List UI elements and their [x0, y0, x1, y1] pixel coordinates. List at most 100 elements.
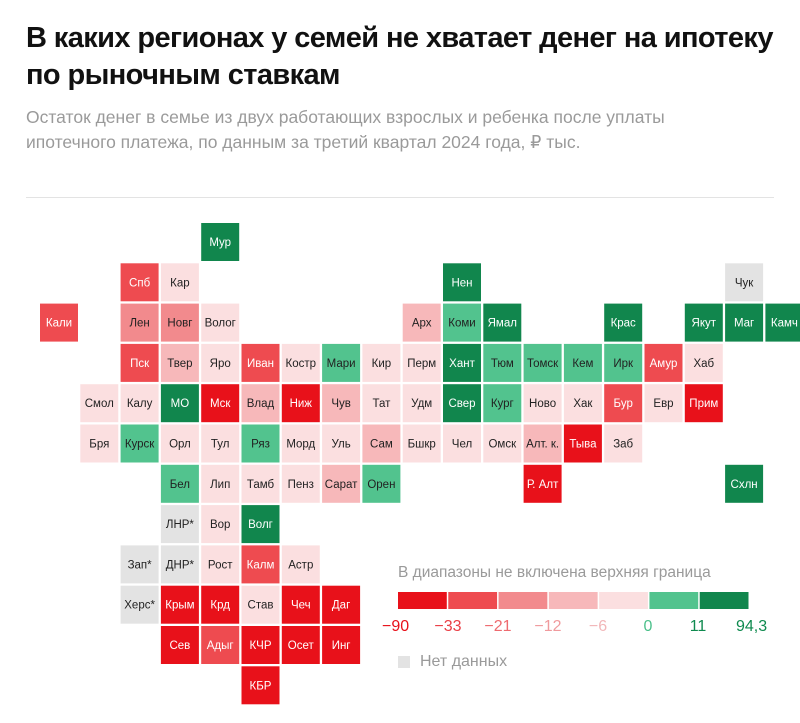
region-cell	[120, 585, 159, 624]
region-cell	[281, 384, 320, 423]
region-tile: Ирк	[604, 343, 643, 382]
region-tile: Астр	[281, 545, 320, 584]
region-tile: Прим	[684, 384, 723, 423]
region-tile: Лен	[120, 303, 159, 342]
region-label: Ряз	[251, 439, 270, 451]
region-label: Амур	[650, 358, 678, 370]
region-tile: Морд	[281, 424, 320, 463]
legend-tick: −21	[484, 618, 512, 635]
region-tile: Крас	[604, 303, 643, 342]
region-tile: Мск	[201, 384, 240, 423]
page-title: В каких регионах у семей не хватает дене…	[26, 22, 773, 91]
region-cell	[604, 303, 643, 342]
legend-color-bar	[398, 592, 749, 609]
region-label: Свер	[448, 398, 475, 410]
region-tile: Инг	[322, 626, 361, 664]
region-tile: Орен	[362, 464, 401, 503]
region-cell	[160, 585, 199, 624]
region-tile: Калу	[120, 384, 159, 423]
region-cell	[201, 343, 240, 382]
region-label: Бур	[614, 398, 633, 410]
region-cell	[160, 505, 199, 544]
legend-tick: −12	[534, 618, 562, 635]
region-cell	[483, 303, 522, 342]
region-tile: Тат	[362, 384, 401, 423]
region-label: Уль	[331, 439, 350, 451]
region-label: Удм	[411, 398, 432, 410]
region-cell	[120, 424, 159, 463]
region-label: Вор	[210, 519, 230, 531]
region-tile: Иван	[241, 343, 280, 382]
region-tile: Ряз	[241, 424, 280, 463]
page-subtitle: Остаток денег в семье из двух работающих…	[26, 107, 665, 152]
region-cell	[120, 263, 159, 302]
region-cell	[644, 343, 683, 382]
region-tile: Тюм	[483, 343, 522, 382]
region-cell	[765, 303, 800, 342]
legend-swatch	[398, 592, 447, 609]
region-label: Тамб	[247, 479, 275, 491]
region-label: Рост	[208, 559, 233, 571]
region-label: Крд	[210, 600, 230, 612]
region-label: Сев	[169, 640, 190, 652]
region-cell	[725, 464, 764, 503]
region-label: Курск	[125, 439, 155, 451]
region-tile: Ново	[523, 384, 562, 423]
region-label: Мск	[210, 398, 231, 410]
region-tile: КБР	[241, 666, 280, 705]
region-label: Якут	[692, 318, 717, 330]
legend-swatch	[548, 592, 598, 609]
region-cell	[402, 384, 441, 423]
region-tile: Схлн	[725, 464, 764, 503]
region-cell	[322, 424, 361, 463]
region-tile: Осет	[281, 626, 320, 664]
region-tile: Евр	[644, 384, 683, 423]
region-tile: Кург	[483, 384, 522, 423]
region-cell	[201, 384, 240, 423]
region-cell	[402, 303, 441, 342]
region-cell	[160, 424, 199, 463]
region-cell	[120, 384, 159, 423]
region-tile: Р. Алт	[523, 464, 562, 503]
legend-tick: −6	[588, 618, 608, 635]
region-cell	[281, 464, 320, 503]
region-cell	[281, 343, 320, 382]
region-cell	[644, 384, 683, 423]
region-cell	[201, 626, 240, 664]
region-tile: Хак	[563, 384, 602, 423]
region-tile: Бел	[160, 464, 199, 503]
region-cell	[604, 384, 643, 423]
region-cell	[322, 464, 361, 503]
region-cell	[201, 303, 240, 342]
region-label: КЧР	[249, 640, 271, 652]
region-label: Зап*	[128, 559, 153, 571]
region-tile: Волг	[241, 505, 280, 544]
region-cell	[201, 505, 240, 544]
region-cell	[281, 424, 320, 463]
region-tile: Хаб	[684, 343, 723, 382]
region-cell	[160, 384, 199, 423]
region-label: Хаб	[693, 358, 714, 370]
region-cell	[443, 384, 481, 423]
region-cell	[604, 424, 643, 463]
region-tile: Алт. к.	[523, 424, 562, 463]
region-tile: Твер	[160, 343, 199, 382]
region-label: Астр	[288, 559, 313, 571]
region-tile: Яро	[201, 343, 240, 382]
region-label: Иван	[247, 358, 274, 370]
region-tile: КЧР	[241, 626, 280, 664]
region-label: Прим	[689, 398, 718, 410]
region-tile: Коми	[443, 303, 481, 342]
region-cell	[322, 585, 361, 624]
region-tile: ЛНР*	[160, 505, 199, 544]
region-cell	[483, 424, 522, 463]
region-label: ДНР*	[166, 559, 195, 571]
region-cell	[684, 384, 723, 423]
no-data-swatch	[398, 656, 410, 668]
region-cell	[322, 384, 361, 423]
region-cell	[241, 505, 280, 544]
region-cell	[241, 626, 280, 664]
legend-tick: 11	[689, 618, 707, 635]
region-label: Влад	[247, 398, 275, 410]
region-tile: Крд	[201, 585, 240, 624]
